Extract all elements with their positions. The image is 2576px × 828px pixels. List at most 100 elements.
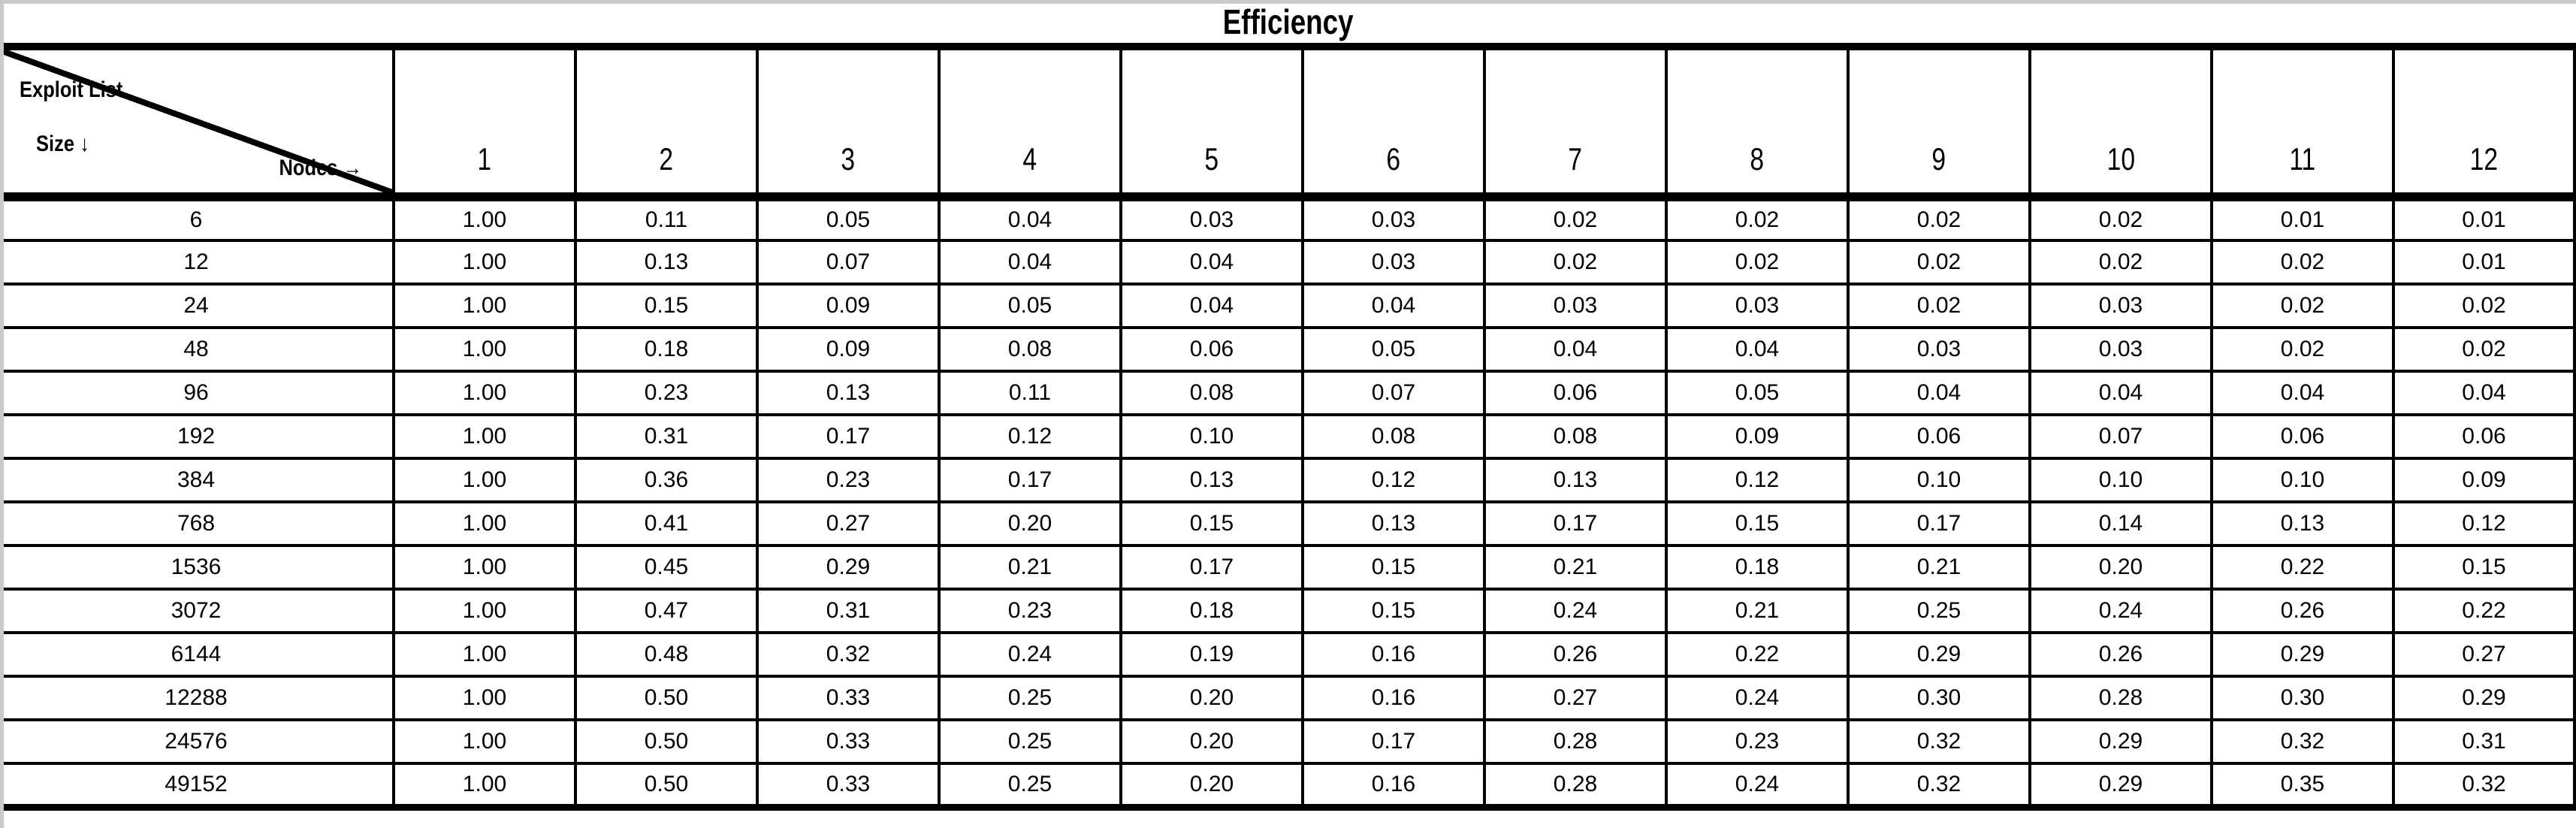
efficiency-cell: 0.19 [1119,631,1304,678]
efficiency-cell: 0.02 [1483,239,1668,286]
efficiency-cell: 0.26 [2028,631,2213,678]
efficiency-cell: 0.04 [1483,326,1668,373]
efficiency-cell: 0.03 [1847,326,2031,373]
efficiency-cell: 0.36 [574,457,759,503]
efficiency-cell: 0.31 [574,413,759,460]
efficiency-cell: 0.04 [2028,370,2213,416]
col-header-7: 7 [1483,45,1668,201]
efficiency-cell: 1.00 [392,195,577,242]
col-header-label: 8 [1750,141,1765,177]
efficiency-cell: 0.02 [1847,283,2031,329]
col-header-9: 9 [1847,45,2031,201]
efficiency-cell: 0.20 [1119,762,1304,808]
efficiency-cell: 0.16 [1301,631,1486,678]
efficiency-cell: 0.17 [1119,544,1304,591]
efficiency-cell: 0.02 [2392,283,2576,329]
efficiency-cell: 0.15 [574,283,759,329]
efficiency-cell: 0.04 [1119,283,1304,329]
efficiency-cell: 0.03 [2028,283,2213,329]
col-header-label: 10 [2106,141,2135,177]
table-row: 24576 1.00 0.50 0.33 0.25 0.20 0.17 0.28 0.23 0.3… [0,718,2576,765]
row-header-size: 6144 [0,631,395,678]
efficiency-cell: 0.30 [2210,675,2395,721]
efficiency-cell: 0.16 [1301,762,1486,808]
table-row: 49152 1.00 0.50 0.33 0.25 0.20 0.16 0.28 0.24 0.3… [0,762,2576,808]
efficiency-cell: 0.50 [574,718,759,765]
efficiency-cell: 0.25 [1847,588,2031,634]
efficiency-cell: 0.26 [2210,588,2395,634]
efficiency-cell: 1.00 [392,500,577,547]
efficiency-cell: 1.00 [392,239,577,286]
row-header-size: 3072 [0,588,395,634]
efficiency-cell: 0.17 [1301,718,1486,765]
col-header-label: 4 [1022,141,1037,177]
efficiency-cell: 0.12 [938,413,1122,460]
efficiency-cell: 0.29 [2028,762,2213,808]
efficiency-cell: 0.20 [938,500,1122,547]
col-header-6: 6 [1301,45,1486,201]
efficiency-cell: 0.15 [1665,500,1850,547]
col-header-label: 12 [2469,141,2499,177]
row-header-size: 192 [0,413,395,460]
efficiency-cell: 0.02 [2210,326,2395,373]
row-header-size: 6 [0,195,395,242]
efficiency-cell: 0.11 [574,195,759,242]
efficiency-cell: 0.20 [2028,544,2213,591]
efficiency-cell: 0.02 [2028,239,2213,286]
diagonal-divider [0,50,392,192]
efficiency-cell: 0.03 [1301,239,1486,286]
col-header-8: 8 [1665,45,1850,201]
row-header-size: 48 [0,326,395,373]
efficiency-cell: 0.20 [1119,675,1304,721]
col-header-12: 12 [2392,45,2576,201]
efficiency-cell: 0.24 [938,631,1122,678]
col-header-label: 3 [841,141,856,177]
efficiency-cell: 0.02 [1847,195,2031,242]
efficiency-cell: 0.18 [1119,588,1304,634]
efficiency-cell: 0.23 [756,457,941,503]
efficiency-cell: 0.29 [1847,631,2031,678]
efficiency-cell: 0.48 [574,631,759,678]
efficiency-cell: 0.22 [2210,544,2395,591]
row-header-size: 24576 [0,718,395,765]
corner-label-size-down-arrow: Size ↓ [36,131,89,156]
efficiency-cell: 0.01 [2392,195,2576,242]
row-header-size: 768 [0,500,395,547]
efficiency-cell: 0.17 [1483,500,1668,547]
efficiency-cell: 0.24 [2028,588,2213,634]
efficiency-cell: 0.04 [938,195,1122,242]
efficiency-cell: 0.31 [756,588,941,634]
efficiency-cell: 0.17 [1847,500,2031,547]
row-header-size: 384 [0,457,395,503]
efficiency-cell: 0.04 [1119,239,1304,286]
efficiency-cell: 0.01 [2210,195,2395,242]
efficiency-cell: 0.10 [1847,457,2031,503]
efficiency-cell: 0.07 [2028,413,2213,460]
efficiency-cell: 0.27 [2392,631,2576,678]
col-header-label: 5 [1204,141,1219,177]
table-row: 12288 1.00 0.50 0.33 0.25 0.20 0.16 0.27 0.24 0.3… [0,675,2576,721]
col-header-label: 2 [659,141,674,177]
efficiency-cell: 0.13 [2210,500,2395,547]
efficiency-cell: 0.33 [756,718,941,765]
row-header-size: 12288 [0,675,395,721]
efficiency-cell: 0.33 [756,762,941,808]
table-row: 6 1.00 0.11 0.05 0.04 0.03 0.03 0.02 0.02 0.02 0.0… [0,195,2576,242]
efficiency-cell: 0.13 [574,239,759,286]
efficiency-cell: 0.05 [938,283,1122,329]
efficiency-cell: 0.15 [1301,588,1486,634]
col-header-3: 3 [756,45,941,201]
efficiency-cell: 0.15 [1301,544,1486,591]
efficiency-cell: 0.12 [1301,457,1486,503]
efficiency-cell: 0.02 [1665,195,1850,242]
efficiency-cell: 0.10 [2210,457,2395,503]
efficiency-cell: 0.17 [938,457,1122,503]
efficiency-cell: 0.29 [2210,631,2395,678]
efficiency-cell: 0.13 [1483,457,1668,503]
header-row: Exploit List Size ↓ Nodes → 1 2 3 4 5 6 7 8 9 10 1… [0,45,2576,201]
efficiency-cell: 0.27 [756,500,941,547]
efficiency-cell: 0.23 [1665,718,1850,765]
efficiency-cell: 0.13 [1119,457,1304,503]
efficiency-cell: 0.15 [1119,500,1304,547]
efficiency-cell: 0.04 [2210,370,2395,416]
